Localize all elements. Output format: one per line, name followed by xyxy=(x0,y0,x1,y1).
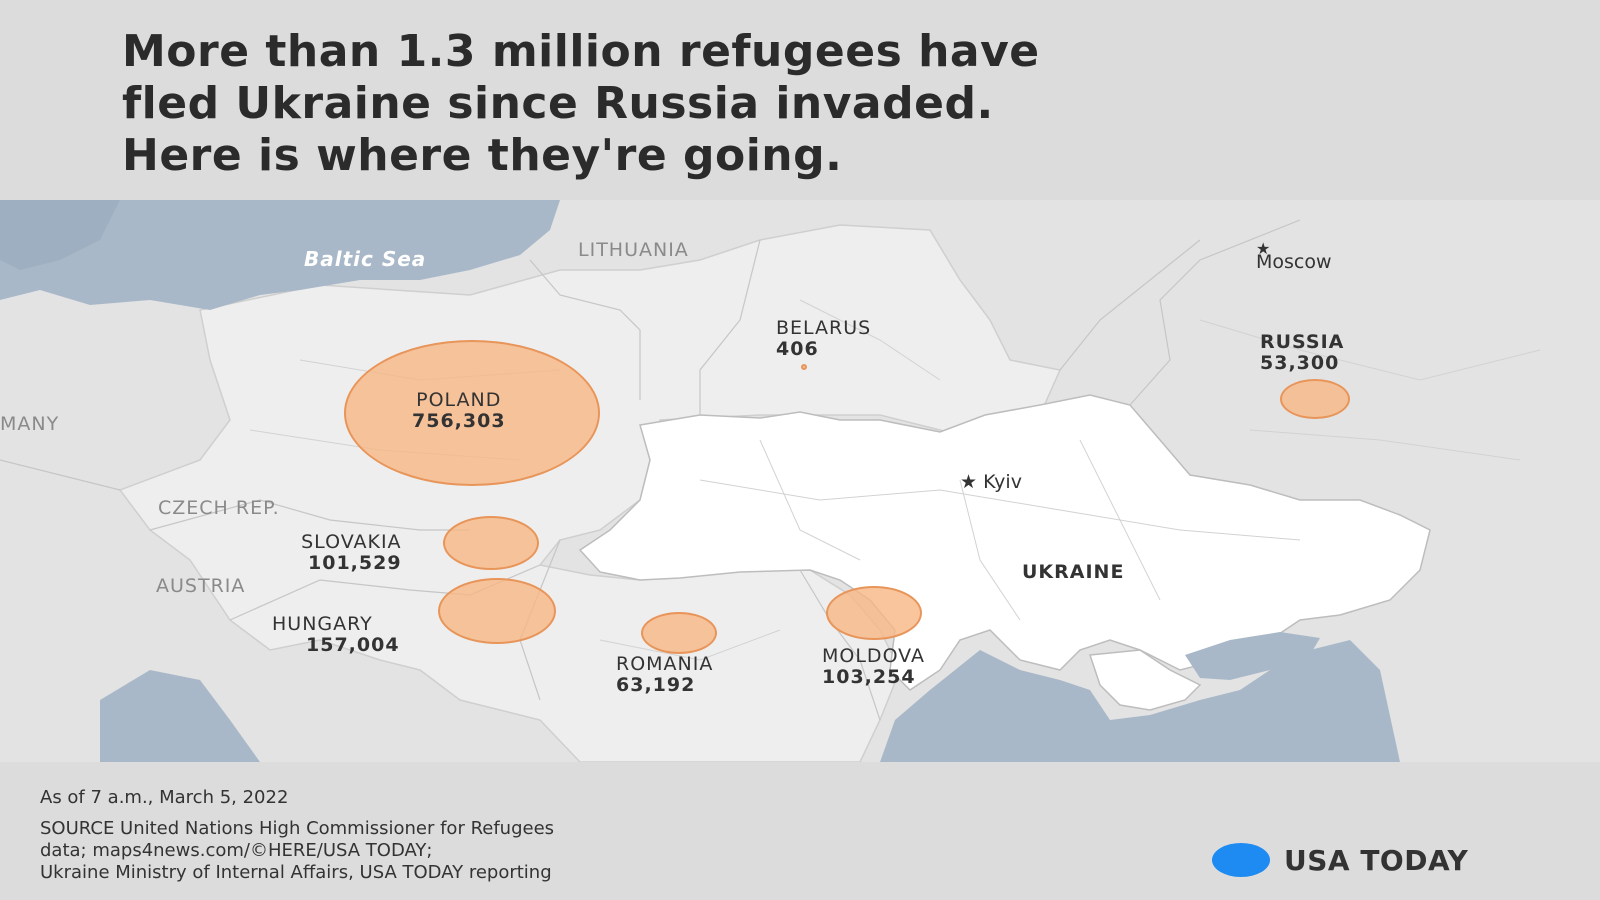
refugee-label-slovakia: SLOVAKIA 101,529 xyxy=(272,532,402,574)
refugee-bubble-romania xyxy=(641,612,717,654)
brand-logo: USA TODAY xyxy=(1212,840,1468,880)
refugee-country-slovakia: SLOVAKIA xyxy=(301,531,402,553)
adriatic-sea xyxy=(100,670,260,762)
headline-line-3: Here is where they're going. xyxy=(122,130,843,181)
refugee-count-poland: 756,303 xyxy=(412,409,506,432)
map: Baltic Sea LITHUANIA MANY CZECH REP. AUS… xyxy=(0,200,1600,762)
refugee-country-moldova: MOLDOVA xyxy=(822,645,925,667)
refugee-country-romania: ROMANIA xyxy=(616,653,714,675)
headline: More than 1.3 million refugees have fled… xyxy=(122,26,1522,182)
refugee-label-romania: ROMANIA 63,192 xyxy=(616,654,713,696)
brand-name: USA TODAY xyxy=(1284,843,1469,877)
neighbor-region xyxy=(118,224,1062,762)
refugee-count-russia: 53,300 xyxy=(1260,351,1340,374)
source-line-3: Ukraine Ministry of Internal Affairs, US… xyxy=(40,862,552,883)
refugee-bubble-moldova xyxy=(826,586,922,640)
baltic-sea xyxy=(0,200,560,310)
refugee-count-moldova: 103,254 xyxy=(822,665,916,688)
usa-today-dot-icon xyxy=(1212,843,1270,877)
crimea-shape xyxy=(1088,649,1202,711)
refugee-label-poland: POLAND 756,303 xyxy=(412,390,506,432)
city-name-kyiv: Kyiv xyxy=(983,471,1022,493)
refugee-bubble-belarus xyxy=(801,364,807,370)
refugee-label-moldova: MOLDOVA 103,254 xyxy=(822,646,925,688)
country-label-germany: MANY xyxy=(0,413,60,435)
refugee-label-russia: RUSSIA 53,300 xyxy=(1260,332,1344,374)
refugee-count-slovakia: 101,529 xyxy=(308,551,402,574)
refugee-bubble-poland xyxy=(344,340,600,486)
star-icon-moscow: ★ xyxy=(1256,239,1271,258)
refugee-count-belarus: 406 xyxy=(776,337,819,360)
sea-of-azov xyxy=(1185,632,1320,680)
headline-line-2: fled Ukraine since Russia invaded. xyxy=(122,78,994,129)
sea-label-baltic: Baltic Sea xyxy=(304,247,427,271)
map-base xyxy=(0,200,1541,762)
refugee-country-russia: RUSSIA xyxy=(1260,331,1345,353)
refugee-bubble-hungary xyxy=(438,578,556,644)
country-label-austria: AUSTRIA xyxy=(156,575,246,597)
star-icon-kyiv: ★ xyxy=(960,471,978,493)
refugee-country-hungary: HUNGARY xyxy=(272,613,373,635)
baltic-sea-2 xyxy=(0,200,120,270)
city-label-moscow: Moscow xyxy=(1256,251,1332,273)
city-label-kyiv: ★ Kyiv xyxy=(960,472,1022,493)
black-sea xyxy=(880,640,1400,762)
refugee-label-hungary: HUNGARY 157,004 xyxy=(272,614,400,656)
refugee-country-poland: POLAND xyxy=(416,389,502,411)
refugee-bubble-slovakia xyxy=(443,516,539,570)
borders xyxy=(0,219,1301,721)
country-label-czech: CZECH REP. xyxy=(158,497,280,519)
source-line-2: data; maps4news.com/©HERE/USA TODAY; xyxy=(40,840,433,861)
headline-line-1: More than 1.3 million refugees have xyxy=(122,26,1040,77)
refugee-bubble-russia xyxy=(1280,379,1350,419)
country-label-lithuania: LITHUANIA xyxy=(578,239,689,261)
as-of-date: As of 7 a.m., March 5, 2022 xyxy=(40,787,289,808)
refugee-count-romania: 63,192 xyxy=(616,673,696,696)
country-label-ukraine: UKRAINE xyxy=(1022,561,1125,583)
source-line-1: SOURCE United Nations High Commissioner … xyxy=(40,818,555,839)
refugee-label-belarus: BELARUS 406 xyxy=(776,318,871,360)
source-credit: SOURCE United Nations High Commissioner … xyxy=(40,818,554,884)
refugee-country-belarus: BELARUS xyxy=(776,317,872,339)
refugee-count-hungary: 157,004 xyxy=(306,633,400,656)
